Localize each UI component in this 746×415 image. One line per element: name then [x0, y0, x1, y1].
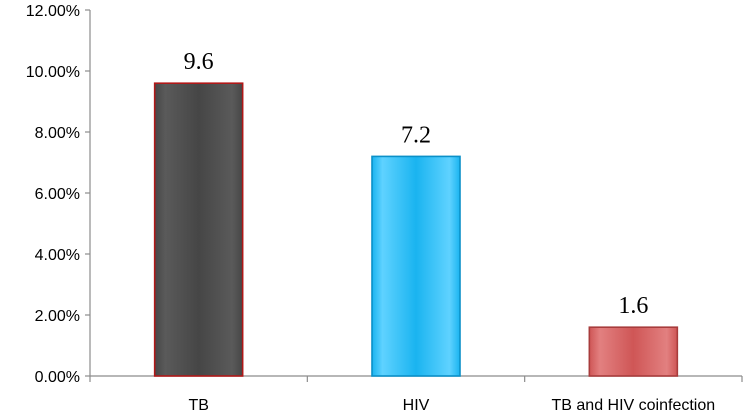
bar-hiv	[371, 155, 461, 377]
bar-value-label: 7.2	[401, 122, 431, 148]
bars	[153, 82, 679, 377]
y-tick-label: 2.00%	[35, 308, 80, 325]
data-labels: 9.6 7.2 1.6	[184, 49, 649, 319]
x-axis: TB HIV TB and HIV coinfection	[89, 375, 743, 414]
y-axis: 0.00% 2.00% 4.00% 6.00% 8.00% 10.00% 12.00%	[26, 3, 91, 386]
y-tick-label: 12.00%	[26, 3, 80, 20]
y-tick-label: 4.00%	[35, 247, 80, 264]
x-category-label: HIV	[403, 397, 430, 414]
bar-tb-and-hiv-coinfection	[588, 326, 679, 377]
y-tick-label: 8.00%	[35, 125, 80, 142]
x-category-label: TB	[188, 397, 208, 414]
y-tick-label: 10.00%	[26, 64, 80, 81]
x-category-label: TB and HIV coinfection	[552, 397, 716, 414]
bar-value-label: 9.6	[184, 49, 214, 75]
y-tick-label: 0.00%	[35, 369, 80, 386]
bar-tb	[153, 82, 244, 377]
y-tick-label: 6.00%	[35, 186, 80, 203]
bar-value-label: 1.6	[618, 293, 648, 319]
